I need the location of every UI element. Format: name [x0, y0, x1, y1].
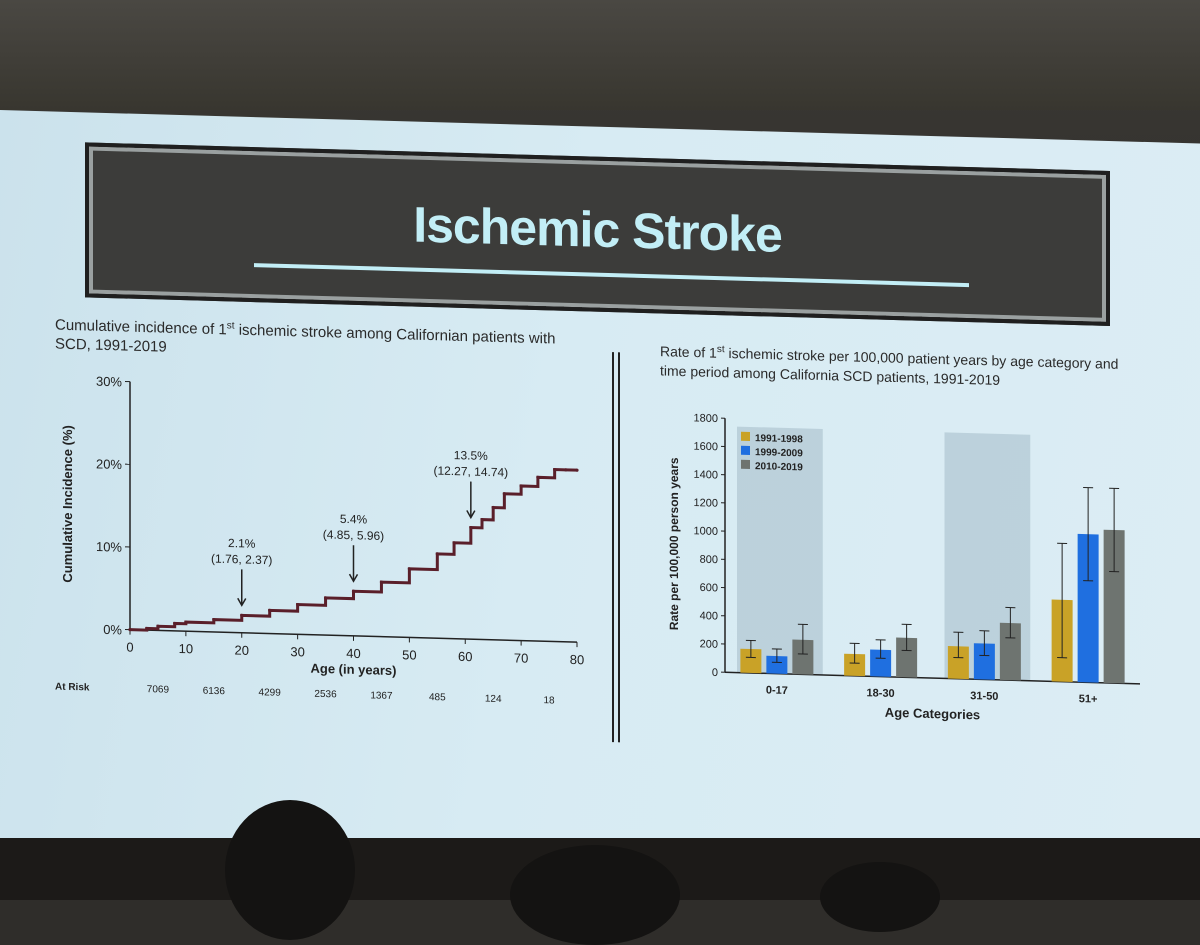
- title-box: Ischemic Stroke: [85, 142, 1110, 326]
- at-risk-value: 124: [485, 694, 502, 705]
- x-tick-label: 51+: [1079, 693, 1098, 706]
- at-risk-value: 485: [429, 692, 446, 703]
- y-axis-label: Cumulative Incidence (%): [60, 425, 75, 583]
- x-tick-label: 70: [514, 650, 528, 665]
- x-axis-label: Age (in years): [311, 661, 397, 678]
- annotation-percent: 13.5%: [454, 448, 488, 463]
- audience-head: [820, 862, 940, 932]
- stroke-rate-bar-chart: 0 200 400 600 800 1000 1200 1400 1600 1800 Rate pe…: [640, 398, 1160, 743]
- ceiling: [0, 0, 1200, 110]
- y-tick-label: 1000: [694, 525, 718, 538]
- x-tick-label: 10: [179, 641, 193, 656]
- legend-label: 1991-1998: [755, 433, 803, 445]
- annotation-ci: (4.85, 5.96): [323, 527, 384, 543]
- slide-title: Ischemic Stroke: [89, 186, 1106, 272]
- legend-swatch: [741, 432, 750, 441]
- at-risk-label: At Risk: [55, 682, 90, 694]
- left-caption-sup: st: [227, 320, 235, 331]
- at-risk-value: 2536: [314, 689, 337, 701]
- left-panel: Cumulative incidence of 1st ischemic str…: [50, 311, 610, 747]
- x-tick-label: 20: [235, 643, 249, 658]
- y-tick-label: 200: [700, 638, 718, 651]
- y-tick-label: 1200: [694, 497, 718, 510]
- legend-swatch: [741, 460, 750, 469]
- title-underline: [254, 263, 969, 287]
- x-tick-label: 40: [346, 646, 360, 661]
- y-tick-label: 1400: [694, 469, 718, 482]
- left-caption: Cumulative incidence of 1st ischemic str…: [55, 312, 595, 369]
- panel-divider: [612, 352, 620, 742]
- left-caption-text: Cumulative incidence of 1: [55, 317, 227, 339]
- y-tick-label: 800: [700, 554, 718, 567]
- right-caption: Rate of 1st ischemic stroke per 100,000 …: [660, 338, 1140, 393]
- right-caption-sup: st: [717, 344, 725, 355]
- at-risk-value: 1367: [370, 690, 393, 702]
- legend-label: 1999-2009: [755, 447, 803, 459]
- annotation-ci: (1.76, 2.37): [211, 552, 272, 568]
- y-tick-label: 10%: [96, 539, 122, 555]
- at-risk-value: 18: [544, 695, 556, 706]
- y-tick-label: 1600: [694, 441, 718, 454]
- x-tick-label: 0: [126, 640, 133, 655]
- legend-label: 2010-2019: [755, 461, 803, 473]
- at-risk-value: 4299: [259, 687, 282, 699]
- x-tick-label: 30: [290, 644, 304, 659]
- at-risk-value: 6136: [203, 686, 226, 698]
- y-tick-label: 600: [700, 582, 718, 595]
- x-tick-label: 0-17: [766, 684, 788, 697]
- projection-screen: Ischemic Stroke Cumulative incidence of …: [0, 110, 1200, 874]
- annotation-percent: 5.4%: [340, 512, 368, 527]
- y-tick-label: 0%: [103, 622, 122, 638]
- audience-head: [510, 845, 680, 945]
- right-panel: Rate of 1st ischemic stroke per 100,000 …: [640, 338, 1160, 763]
- legend-swatch: [741, 446, 750, 455]
- right-caption-text-2: ischemic stroke per 100,000 patient year…: [660, 345, 1118, 388]
- x-tick-label: 60: [458, 649, 472, 664]
- x-tick-label: 31-50: [970, 690, 998, 703]
- x-tick-label: 80: [570, 652, 584, 667]
- y-tick-label: 0: [712, 667, 718, 679]
- x-tick-label: 18-30: [867, 687, 895, 700]
- audience-head: [225, 800, 355, 940]
- at-risk-value: 7069: [147, 684, 170, 696]
- annotation-ci: (12.27, 14.74): [433, 464, 508, 480]
- right-caption-text: Rate of 1: [660, 343, 717, 361]
- annotation-percent: 2.1%: [228, 536, 256, 551]
- y-tick-label: 1800: [694, 412, 718, 425]
- y-tick-label: 20%: [96, 456, 122, 472]
- y-tick-label: 400: [700, 610, 718, 623]
- cumulative-incidence-chart: 0% 10% 20% 30% 0 10 20 30 40 50 60 70 80 Age (in year…: [50, 359, 610, 745]
- x-axis-label: Age Categories: [885, 705, 980, 723]
- y-axis-label: Rate per 100,000 person years: [667, 457, 681, 630]
- y-tick-label: 30%: [96, 374, 122, 390]
- x-tick-label: 50: [402, 647, 416, 662]
